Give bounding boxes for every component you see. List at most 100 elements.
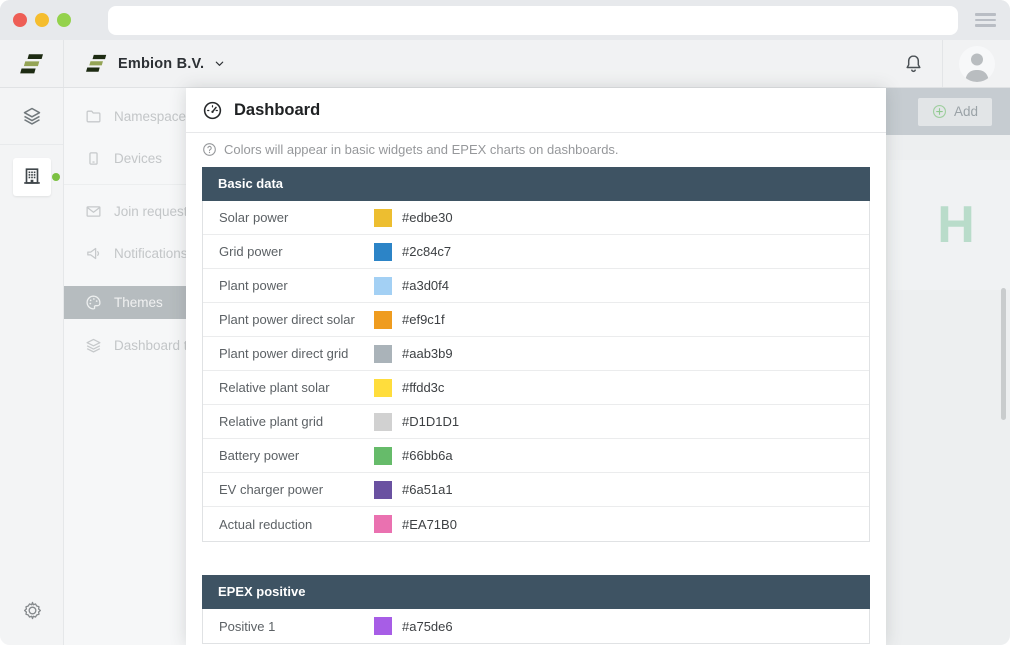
sidebar-item-label: Devices bbox=[114, 150, 163, 166]
color-row[interactable]: Actual reduction #EA71B0 bbox=[203, 507, 869, 541]
embion-logo-icon bbox=[19, 53, 43, 73]
layers-icon bbox=[85, 337, 102, 354]
color-row[interactable]: Relative plant solar #ffdd3c bbox=[203, 371, 869, 405]
color-hex: #ef9c1f bbox=[402, 312, 445, 327]
help-circle-icon bbox=[202, 142, 217, 157]
app-root: Embion B.V. bbox=[0, 40, 1010, 645]
color-row-label: Grid power bbox=[219, 244, 283, 259]
sidebar-item-label: Notifications bbox=[114, 245, 186, 261]
megaphone-icon bbox=[85, 245, 102, 262]
settings-button[interactable] bbox=[0, 600, 64, 621]
color-hex: #2c84c7 bbox=[402, 244, 452, 259]
sidebar-item-themes[interactable]: Themes bbox=[64, 286, 186, 319]
header-actions bbox=[884, 40, 1010, 87]
color-row[interactable]: Battery power #66bb6a bbox=[203, 439, 869, 473]
color-swatch[interactable] bbox=[374, 344, 392, 363]
maximize-window-button[interactable] bbox=[57, 13, 71, 27]
header-divider bbox=[942, 40, 943, 87]
modal-subtitle-row: Colors will appear in basic widgets and … bbox=[186, 133, 886, 157]
section-title: EPEX positive bbox=[202, 575, 870, 609]
color-row[interactable]: Solar power #edbe30 bbox=[203, 201, 869, 235]
color-hex: #D1D1D1 bbox=[402, 414, 460, 429]
sidebar-item-devices[interactable]: Devices bbox=[64, 137, 186, 179]
sidebar-item-label: Dashboard te bbox=[114, 337, 186, 353]
minimize-window-button[interactable] bbox=[35, 13, 49, 27]
envelope-icon bbox=[85, 203, 102, 220]
sidebar-item-namespaces[interactable]: Namespaces bbox=[64, 95, 186, 137]
folder-icon bbox=[85, 108, 102, 125]
color-row-label: Plant power direct solar bbox=[219, 312, 355, 327]
color-swatch[interactable] bbox=[374, 242, 392, 261]
color-swatch[interactable] bbox=[374, 310, 392, 329]
organization-switcher[interactable]: Embion B.V. bbox=[64, 40, 225, 87]
sidebar-item-join-requests[interactable]: Join requests bbox=[64, 190, 186, 232]
sidebar-item-notifications[interactable]: Notifications bbox=[64, 232, 186, 274]
rail-item-organization[interactable] bbox=[12, 158, 60, 196]
section-rows: Positive 1 #a75de6 bbox=[202, 609, 870, 644]
sidebar-item-dashboard-templates[interactable]: Dashboard te bbox=[64, 324, 186, 366]
modal-subtitle: Colors will appear in basic widgets and … bbox=[224, 142, 619, 157]
app-header: Embion B.V. bbox=[0, 40, 1010, 88]
color-row[interactable]: Plant power #a3d0f4 bbox=[203, 269, 869, 303]
color-row-label: Relative plant grid bbox=[219, 414, 324, 429]
color-row-label: Positive 1 bbox=[219, 618, 276, 634]
sidebar-item-label: Themes bbox=[114, 295, 163, 310]
page-scrollbar-thumb[interactable] bbox=[1001, 288, 1006, 420]
color-row[interactable]: Relative plant grid #D1D1D1 bbox=[203, 405, 869, 439]
color-hex: #EA71B0 bbox=[402, 516, 457, 532]
dashboard-theme-modal: Dashboard Colors will appear in basic wi… bbox=[186, 88, 886, 645]
rail-item-namespaces[interactable] bbox=[0, 88, 63, 145]
browser-menu-icon[interactable] bbox=[968, 13, 1002, 27]
color-row-label: Relative plant solar bbox=[219, 380, 330, 395]
color-row-label: Plant power direct grid bbox=[219, 346, 349, 361]
color-hex: #ffdd3c bbox=[402, 380, 445, 395]
add-button-label: Add bbox=[953, 104, 978, 119]
color-row[interactable]: Positive 1 #a75de6 bbox=[203, 609, 869, 643]
color-swatch[interactable] bbox=[374, 276, 392, 295]
color-hex: #a3d0f4 bbox=[402, 278, 449, 293]
color-row[interactable]: Plant power direct solar #ef9c1f bbox=[203, 303, 869, 337]
add-button[interactable]: Add bbox=[917, 97, 992, 126]
chevron-down-icon bbox=[215, 61, 224, 66]
color-row-label: Battery power bbox=[219, 448, 300, 463]
color-swatch[interactable] bbox=[374, 378, 392, 397]
color-row[interactable]: Grid power #2c84c7 bbox=[203, 235, 869, 269]
color-hex: #a75de6 bbox=[402, 618, 453, 634]
color-row[interactable]: EV charger power #6a51a1 bbox=[203, 473, 869, 507]
color-swatch[interactable] bbox=[374, 480, 392, 499]
avatar[interactable] bbox=[958, 45, 995, 82]
color-swatch[interactable] bbox=[374, 515, 392, 533]
user-menu[interactable] bbox=[943, 40, 1010, 87]
bell-icon bbox=[905, 55, 921, 73]
url-bar[interactable] bbox=[108, 5, 958, 35]
color-hex: #aab3b9 bbox=[402, 346, 453, 361]
user-avatar-icon bbox=[964, 53, 989, 82]
palette-icon bbox=[85, 294, 102, 311]
building-icon bbox=[23, 168, 40, 184]
section-sidebar: Namespaces Devices Join requests Notific bbox=[64, 88, 186, 645]
embion-logo-icon bbox=[86, 54, 107, 72]
window-controls bbox=[0, 13, 87, 27]
color-hex: #6a51a1 bbox=[402, 482, 453, 497]
layers-icon bbox=[23, 107, 40, 125]
modal-header: Dashboard bbox=[186, 88, 886, 133]
theme-card[interactable]: H bbox=[888, 160, 1010, 290]
color-swatch[interactable] bbox=[374, 412, 392, 431]
color-swatch[interactable] bbox=[374, 208, 392, 227]
color-hex: #66bb6a bbox=[402, 448, 453, 463]
sidebar-divider bbox=[64, 184, 186, 185]
color-hex: #edbe30 bbox=[402, 210, 453, 225]
notifications-bell-button[interactable] bbox=[884, 40, 942, 87]
color-section: Basic data Solar power #edbe30 Grid powe… bbox=[202, 167, 870, 542]
online-status-dot bbox=[51, 173, 60, 181]
close-window-button[interactable] bbox=[13, 13, 27, 27]
browser-chrome bbox=[0, 0, 1010, 40]
color-swatch[interactable] bbox=[374, 617, 392, 635]
color-row-label: Actual reduction bbox=[219, 516, 313, 532]
color-row[interactable]: Plant power direct grid #aab3b9 bbox=[203, 337, 869, 371]
app-logo bbox=[0, 40, 64, 87]
device-chip-icon bbox=[85, 150, 102, 167]
organization-name: Embion B.V. bbox=[118, 55, 205, 72]
color-swatch[interactable] bbox=[374, 446, 392, 465]
